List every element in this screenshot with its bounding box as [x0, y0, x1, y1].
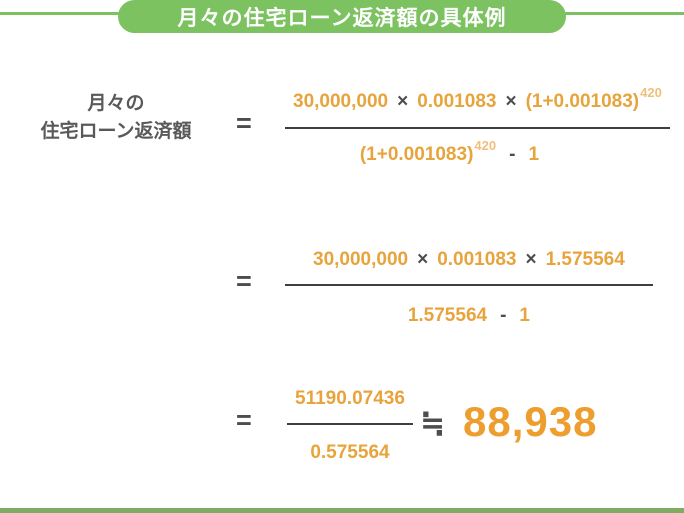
title-banner: 月々の住宅ローン返済額の具体例 [118, 0, 566, 33]
fraction-step1: 30,000,000 × 0.001083 × (1+0.001083)420 (1+0… [285, 85, 670, 168]
base-value: (1+0.001083) [525, 91, 640, 112]
multiply-icon: × [397, 91, 409, 112]
factor-value: 1.575564 [545, 249, 625, 270]
footer-bar [0, 508, 684, 513]
numerator-value: 51190.07436 [295, 388, 405, 409]
principal-value: 30,000,000 [293, 91, 389, 112]
denominator-step2: 1.575564-1 [285, 284, 653, 328]
base-value: (1+0.001083) [359, 144, 474, 165]
minus-icon: - [500, 305, 507, 326]
multiply-icon: × [505, 91, 517, 112]
equals-sign-step2: = [236, 266, 252, 296]
fraction-step2: 30,000,000 × 0.001083 × 1.575564 1.575564-1 [285, 248, 653, 328]
equals-sign-step3: = [236, 405, 252, 435]
numerator-step2: 30,000,000 × 0.001083 × 1.575564 [285, 248, 653, 284]
factor-value: 1.575564 [407, 305, 488, 326]
minus-icon: - [509, 144, 516, 165]
exponent-value: 420 [474, 138, 497, 153]
denominator-step1: (1+0.001083)420-1 [285, 127, 670, 168]
numerator-step3: 51190.07436 [287, 387, 413, 423]
formula-label-line1: 月々の [87, 93, 145, 114]
multiply-icon: × [417, 249, 429, 270]
approx-equal-icon: ≒ [420, 407, 446, 440]
equals-sign-step1: = [236, 108, 252, 138]
formula-label: 月々の 住宅ローン返済額 [10, 90, 222, 146]
page-title: 月々の住宅ローン返済額の具体例 [177, 6, 507, 30]
numerator-step1: 30,000,000 × 0.001083 × (1+0.001083)420 [285, 85, 670, 127]
multiply-icon: × [525, 249, 537, 270]
rate-value: 0.001083 [437, 249, 517, 270]
one-value: 1 [528, 144, 540, 165]
rate-value: 0.001083 [417, 91, 497, 112]
one-value: 1 [519, 305, 530, 326]
denominator-value: 0.575564 [310, 442, 390, 463]
result-value: 88,938 [463, 398, 598, 445]
fraction-step3: 51190.07436 0.575564 [287, 387, 413, 465]
principal-value: 30,000,000 [313, 249, 409, 270]
formula-label-line2: 住宅ローン返済額 [40, 121, 192, 142]
denominator-step3: 0.575564 [287, 423, 413, 465]
exponent-value: 420 [640, 85, 662, 100]
